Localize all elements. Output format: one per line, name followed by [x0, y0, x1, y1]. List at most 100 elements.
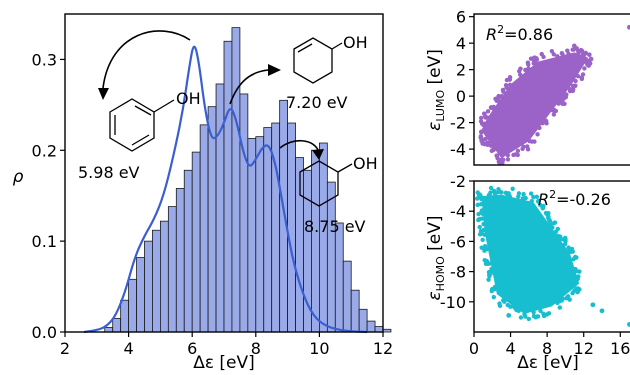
scatter-point: [555, 233, 561, 239]
homo-y-label-unit: [eV]: [425, 215, 445, 256]
histogram-bar: [318, 142, 328, 333]
scatter-point: [486, 277, 491, 282]
lumo-r2-symbol: R: [486, 25, 497, 44]
scatter-point: [488, 143, 494, 148]
scatter-point: [481, 221, 486, 227]
kde-curve: [83, 45, 368, 334]
scatter-point: [508, 304, 513, 309]
histogram-bar: [183, 169, 193, 333]
homo-y-label-sub: HOMO: [434, 256, 447, 291]
scatter-point: [511, 304, 516, 309]
scatter-point: [563, 236, 568, 242]
arrow-heads: [98, 64, 324, 160]
lumo-y-label-main: ε: [425, 122, 445, 131]
scatter-point: [535, 132, 540, 137]
histogram-bar: [128, 278, 137, 333]
histogram-bar: [239, 93, 249, 333]
lumo-y-label-unit: [eV]: [425, 49, 445, 90]
histogram-x-axis-label: Δε [eV]: [193, 353, 255, 373]
histogram-bar: [279, 99, 288, 333]
homo-plot-frame: [473, 180, 630, 333]
arrow-to-cyclohexanol: [279, 139, 319, 151]
scatter-outlier-point: [627, 322, 630, 327]
scatter-point: [584, 60, 589, 65]
scatter-point: [528, 56, 534, 61]
scatter-point: [480, 216, 485, 221]
scatter-point: [513, 152, 518, 157]
cyclohexenol-molecule: [293, 37, 343, 84]
scatter-point: [490, 105, 495, 111]
x-tick-label: 8: [542, 339, 552, 358]
scatter-point: [537, 202, 543, 208]
scatter-point: [557, 305, 563, 310]
scatter-outlier-point: [494, 153, 500, 159]
scatter-point: [478, 119, 484, 124]
scatter-point: [517, 72, 523, 77]
lumo-scatter-points: [478, 24, 630, 166]
scatter-point: [523, 195, 528, 201]
x-tick-label: 12: [373, 339, 393, 358]
scatter-point: [505, 153, 511, 158]
y-tick-label: 0.3: [32, 50, 57, 69]
scatter-point: [477, 224, 482, 230]
histogram-bar: [247, 138, 257, 333]
histogram-bar: [144, 240, 153, 333]
scatter-point: [544, 312, 550, 317]
scatter-point: [575, 73, 581, 79]
scatter-point: [507, 82, 513, 88]
scatter-point: [486, 192, 492, 198]
y-tick-label: -8: [450, 263, 466, 282]
histogram-bar: [374, 326, 384, 333]
arrow-to-phenol: [102, 30, 191, 89]
histogram-bar: [334, 222, 344, 333]
scatter-point: [568, 249, 574, 255]
scatter-point: [488, 185, 494, 191]
scatter-point: [491, 147, 496, 153]
cyclohexanol-oh-label: OH: [353, 154, 378, 173]
scatter-point: [502, 299, 507, 304]
scatter-point: [499, 94, 505, 99]
scatter-point: [504, 85, 509, 90]
lumo-y-label-sub: LUMO: [434, 90, 447, 122]
scatter-point: [574, 255, 579, 260]
scatter-point: [479, 245, 484, 250]
scatter-point: [529, 198, 534, 204]
scatter-point: [583, 50, 589, 56]
lumo-point-cloud: [481, 52, 589, 159]
scatter-point: [575, 276, 580, 282]
scatter-outlier-point: [506, 312, 512, 318]
scatter-point: [562, 241, 568, 247]
arrow-head-phenol: [98, 88, 109, 100]
homo-point-cloud: [481, 194, 580, 314]
scatter-point: [531, 61, 536, 66]
histogram-bars: [104, 27, 392, 333]
scatter-point: [553, 229, 559, 234]
scatter-point: [538, 308, 543, 314]
scatter-point: [517, 68, 522, 74]
scatter-point: [500, 157, 506, 163]
scatter-point: [560, 52, 565, 57]
scatter-point: [485, 109, 491, 114]
scatter-point: [483, 114, 488, 119]
histogram-bar: [358, 308, 368, 333]
scatter-point: [587, 61, 593, 66]
scatter-point: [503, 190, 509, 196]
cyclohexenol-oh-label: OH: [343, 33, 368, 52]
scatter-point: [535, 199, 541, 204]
scatter-point: [497, 160, 503, 166]
scatter-point: [522, 312, 527, 317]
arrow-to-cyclohexenol: [229, 69, 269, 105]
scatter-point: [555, 54, 560, 59]
histogram-plot-frame: [64, 13, 384, 333]
histogram-bar: [326, 181, 336, 333]
scatter-outlier-point: [599, 308, 605, 314]
scatter-point: [576, 50, 581, 55]
scatter-point: [547, 217, 552, 223]
scatter-point: [565, 294, 571, 299]
homo-x-axis-label: Δε [eV]: [517, 353, 579, 373]
scatter-point: [528, 191, 534, 196]
lumo-r2-superscript: 2: [497, 23, 504, 36]
scatter-point: [534, 57, 540, 62]
histogram-bar: [215, 83, 225, 333]
